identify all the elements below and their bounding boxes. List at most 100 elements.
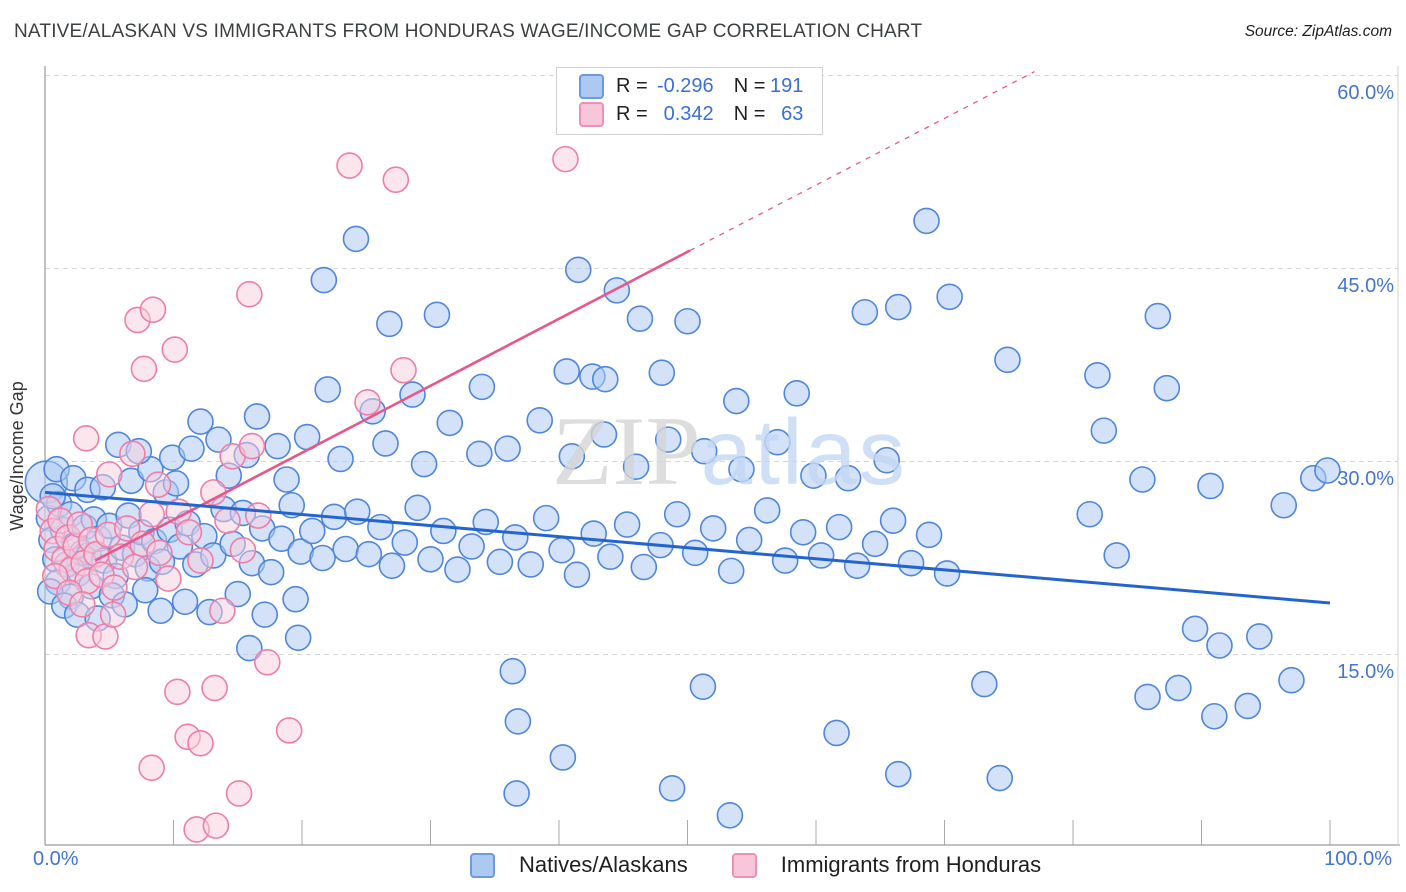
natives-point xyxy=(897,549,925,577)
honduras-point xyxy=(139,296,167,323)
natives-point xyxy=(674,307,701,335)
natives-point xyxy=(1103,542,1130,569)
page-title: NATIVE/ALASKAN VS IMMIGRANTS FROM HONDUR… xyxy=(14,21,923,42)
natives-point xyxy=(171,588,199,616)
natives-point xyxy=(486,548,514,576)
zipatlas-watermark: ZIPatlas xyxy=(552,402,907,501)
natives-point xyxy=(603,277,631,304)
natives-point xyxy=(404,494,431,522)
natives-point xyxy=(332,535,359,563)
natives-point xyxy=(843,552,871,580)
honduras-point xyxy=(336,152,363,179)
y-tick-30: 30.0% xyxy=(1337,468,1394,491)
honduras-point xyxy=(214,507,241,534)
natives-point xyxy=(1314,457,1341,484)
natives-point xyxy=(630,553,658,581)
natives-point xyxy=(376,310,403,338)
y-tick-45: 45.0% xyxy=(1337,275,1394,298)
natives-point xyxy=(861,530,889,558)
honduras-point xyxy=(187,547,214,574)
natives-point xyxy=(251,601,279,628)
natives-point xyxy=(789,518,817,546)
natives-point xyxy=(309,544,336,572)
natives-point xyxy=(548,536,575,564)
natives-point xyxy=(367,513,394,541)
natives-point xyxy=(622,453,650,480)
honduras-point xyxy=(245,502,272,529)
natives-point xyxy=(503,780,530,807)
watermark-atlas-text: atlas xyxy=(700,400,907,504)
natives-point xyxy=(472,508,500,536)
natives-point xyxy=(553,358,581,385)
natives-point xyxy=(423,301,451,329)
natives-point xyxy=(458,533,485,560)
y-tick-60: 60.0% xyxy=(1337,82,1394,105)
natives-point xyxy=(284,624,312,652)
natives-point xyxy=(131,576,159,604)
natives-point xyxy=(716,802,744,829)
natives-point xyxy=(717,557,745,585)
honduras-point xyxy=(155,565,182,592)
natives-point xyxy=(410,450,438,478)
natives-point xyxy=(444,556,471,583)
honduras-point xyxy=(101,574,128,601)
natives-point xyxy=(735,526,763,554)
natives-point xyxy=(417,545,444,573)
natives-point xyxy=(314,376,342,403)
n-label: N = xyxy=(733,103,766,125)
natives-point xyxy=(504,708,532,735)
legend-row-natives: R = -0.296 N = 191 xyxy=(579,74,810,99)
natives-point xyxy=(378,552,406,580)
natives-point xyxy=(884,760,912,788)
natives-point xyxy=(728,455,755,483)
natives-point xyxy=(764,428,791,456)
natives-point xyxy=(282,585,309,613)
natives-point xyxy=(257,558,285,586)
natives-point xyxy=(626,305,654,332)
honduras-point xyxy=(354,389,381,416)
honduras-point xyxy=(202,812,230,839)
natives-point xyxy=(1165,674,1192,702)
r-label: R = xyxy=(616,75,648,97)
natives-point xyxy=(187,408,214,435)
honduras-point xyxy=(275,717,303,744)
pink-series-swatch xyxy=(579,102,604,127)
honduras-point xyxy=(130,355,158,383)
natives-point xyxy=(800,462,827,489)
natives-point xyxy=(327,445,354,473)
natives-point xyxy=(873,446,900,474)
honduras-legend-label: Immigrants from Honduras xyxy=(780,852,1042,877)
natives-point xyxy=(1278,666,1305,694)
honduras-point xyxy=(187,729,214,757)
natives-point xyxy=(658,775,686,802)
y-tick-15: 15.0% xyxy=(1337,661,1394,684)
natives-point xyxy=(771,547,799,574)
r-value-natives: -0.296 xyxy=(656,75,714,97)
source-attribution: Source: ZipAtlas.com xyxy=(1244,23,1392,40)
natives-point xyxy=(825,513,853,541)
honduras-point xyxy=(68,591,96,618)
r-value-honduras: 0.342 xyxy=(663,103,714,125)
series-legend: Natives/Alaskans Immigrants from Hondura… xyxy=(470,852,1041,878)
natives-point xyxy=(1201,702,1228,730)
natives-point xyxy=(1076,500,1104,528)
natives-point xyxy=(372,430,399,457)
honduras-trend-line-dashed xyxy=(689,71,1035,252)
honduras-point xyxy=(225,780,253,807)
natives-point xyxy=(1197,472,1224,500)
honduras-point xyxy=(119,440,146,468)
legend-row-honduras: R = 0.342 N = 63 xyxy=(579,102,810,127)
natives-point xyxy=(494,435,521,462)
honduras-point xyxy=(72,425,100,452)
honduras-point xyxy=(200,479,227,506)
natives-point xyxy=(580,520,607,547)
natives-point xyxy=(654,426,682,453)
natives-point xyxy=(310,266,338,294)
natives-point xyxy=(1129,466,1156,493)
natives-point xyxy=(273,466,300,493)
natives-point xyxy=(723,387,750,415)
natives-point xyxy=(298,517,326,545)
natives-point xyxy=(915,521,943,549)
natives-point xyxy=(936,283,963,311)
